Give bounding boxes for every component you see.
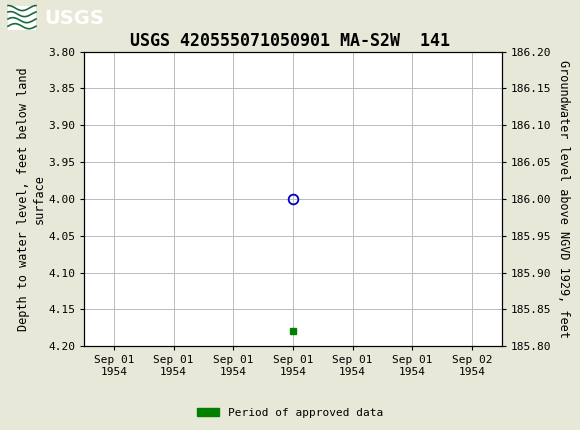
Bar — [8, 6, 36, 30]
Y-axis label: Groundwater level above NGVD 1929, feet: Groundwater level above NGVD 1929, feet — [557, 60, 570, 338]
Legend: Period of approved data: Period of approved data — [193, 403, 387, 422]
Text: USGS: USGS — [44, 9, 104, 28]
Y-axis label: Depth to water level, feet below land
surface: Depth to water level, feet below land su… — [17, 67, 45, 331]
Text: USGS 420555071050901 MA-S2W  141: USGS 420555071050901 MA-S2W 141 — [130, 32, 450, 50]
